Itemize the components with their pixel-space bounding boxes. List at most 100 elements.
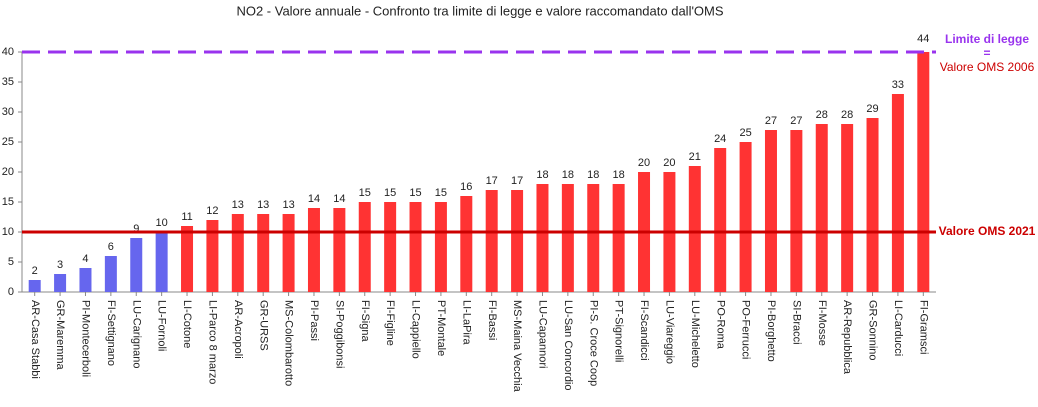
value-label: 14 xyxy=(308,193,320,205)
bar xyxy=(206,220,219,292)
x-tick-label: PI-Passi xyxy=(308,300,320,341)
y-tick-label: 40 xyxy=(2,46,14,58)
x-tick-label: SI-Bracci xyxy=(790,300,802,345)
x-tick-label: GR-Maremma xyxy=(54,300,66,371)
y-tick-label: 35 xyxy=(2,76,14,88)
x-tick-label: FI-Bassi xyxy=(486,300,498,340)
value-label: 17 xyxy=(486,175,498,187)
y-tick-label: 0 xyxy=(8,286,14,298)
value-label: 24 xyxy=(714,133,726,145)
chart-title: NO2 - Valore annuale - Confronto tra lim… xyxy=(236,3,723,18)
bar xyxy=(104,256,117,292)
y-tick-label: 15 xyxy=(2,196,14,208)
bar xyxy=(358,202,371,292)
value-label: 15 xyxy=(435,187,447,199)
value-label: 6 xyxy=(108,241,114,253)
value-label: 11 xyxy=(181,211,192,223)
value-label: 13 xyxy=(257,199,269,211)
x-tick-label: PI-Borghetto xyxy=(765,300,777,362)
bar xyxy=(841,124,854,292)
value-label: 18 xyxy=(562,169,574,181)
bar xyxy=(891,94,904,292)
x-tick-label: LU-Fornoli xyxy=(156,300,168,351)
bar xyxy=(612,184,625,292)
value-label: 29 xyxy=(866,103,878,115)
bar xyxy=(434,202,447,292)
x-tick-label: FI-Figline xyxy=(384,300,396,346)
bar xyxy=(587,184,600,292)
value-label: 15 xyxy=(359,187,371,199)
reference-label: Valore OMS 2021 xyxy=(939,224,1036,238)
bar xyxy=(485,190,498,292)
x-tick-label: LU-Carignano xyxy=(130,300,142,368)
reference-label: = xyxy=(983,46,990,60)
x-tick-label: GR-URSS xyxy=(257,300,269,351)
value-label: 15 xyxy=(409,187,421,199)
y-tick-label: 30 xyxy=(2,106,14,118)
x-tick-label: SI-Poggibonsi xyxy=(333,300,345,369)
bar xyxy=(764,130,777,292)
bar xyxy=(536,184,549,292)
bar xyxy=(739,142,752,292)
bar xyxy=(282,214,295,292)
bar xyxy=(384,202,397,292)
value-label: 14 xyxy=(333,193,345,205)
value-label: 18 xyxy=(613,169,625,181)
x-tick-label: AR-Repubblica xyxy=(841,300,853,375)
bar xyxy=(130,238,143,292)
bar xyxy=(714,148,727,292)
value-label: 15 xyxy=(384,187,396,199)
x-tick-label: PT-Montale xyxy=(435,300,447,356)
bar xyxy=(409,202,422,292)
value-label: 13 xyxy=(232,199,244,211)
x-tick-label: FI-Gramsci xyxy=(917,300,929,354)
bar xyxy=(333,208,346,292)
x-tick-label: LI-Cappiello xyxy=(410,300,422,359)
value-label: 9 xyxy=(133,223,139,235)
value-label: 21 xyxy=(689,151,701,163)
value-label: 27 xyxy=(765,115,777,127)
y-tick-label: 20 xyxy=(2,166,14,178)
bars xyxy=(28,52,930,292)
value-label: 12 xyxy=(206,205,218,217)
bar xyxy=(561,184,574,292)
x-tick-label: MS-Colombarotto xyxy=(283,300,295,386)
x-tick-label: LI-Cotone xyxy=(181,300,193,348)
x-tick-label: FI-Signa xyxy=(359,300,371,342)
value-label: 18 xyxy=(536,169,548,181)
x-tick-label: PO-Roma xyxy=(714,300,726,350)
x-tick-label: FI-Scandicci xyxy=(638,300,650,361)
bar xyxy=(79,268,92,292)
x-tick-label: PT-Signorelli xyxy=(613,300,625,362)
bar xyxy=(815,124,828,292)
x-tick-label: AR-Casa Stabbi xyxy=(29,300,41,379)
value-label: 10 xyxy=(156,217,168,229)
value-label: 28 xyxy=(841,109,853,121)
x-tick-label: PO-Ferrucci xyxy=(740,300,752,359)
x-tick-label: AR-Acropoli xyxy=(232,300,244,359)
value-label: 27 xyxy=(790,115,802,127)
value-label: 18 xyxy=(587,169,599,181)
reference-label: Valore OMS 2006 xyxy=(940,60,1035,74)
value-label: 20 xyxy=(638,157,650,169)
bar xyxy=(866,118,879,292)
x-tick-label: LU-San Concordio xyxy=(562,300,574,391)
value-label: 33 xyxy=(892,79,904,91)
x-tick-label: LU-Micheletto xyxy=(689,300,701,368)
x-tick-label: MS-Maina Vecchia xyxy=(511,300,523,393)
value-label: 28 xyxy=(816,109,828,121)
bar xyxy=(511,190,524,292)
value-label: 13 xyxy=(282,199,294,211)
x-tick-label: FI-Mosse xyxy=(816,300,828,346)
bar xyxy=(28,280,41,292)
x-tick-label: LI-Parco 8 marzo xyxy=(207,300,219,384)
bar xyxy=(181,226,194,292)
bar xyxy=(460,196,473,292)
x-tick-label: LU-Viareggio xyxy=(664,300,676,364)
x-tick-label: LI-Carducci xyxy=(892,300,904,356)
x-tick-label: LU-Capannori xyxy=(537,300,549,368)
bar xyxy=(790,130,803,292)
bar xyxy=(307,208,320,292)
